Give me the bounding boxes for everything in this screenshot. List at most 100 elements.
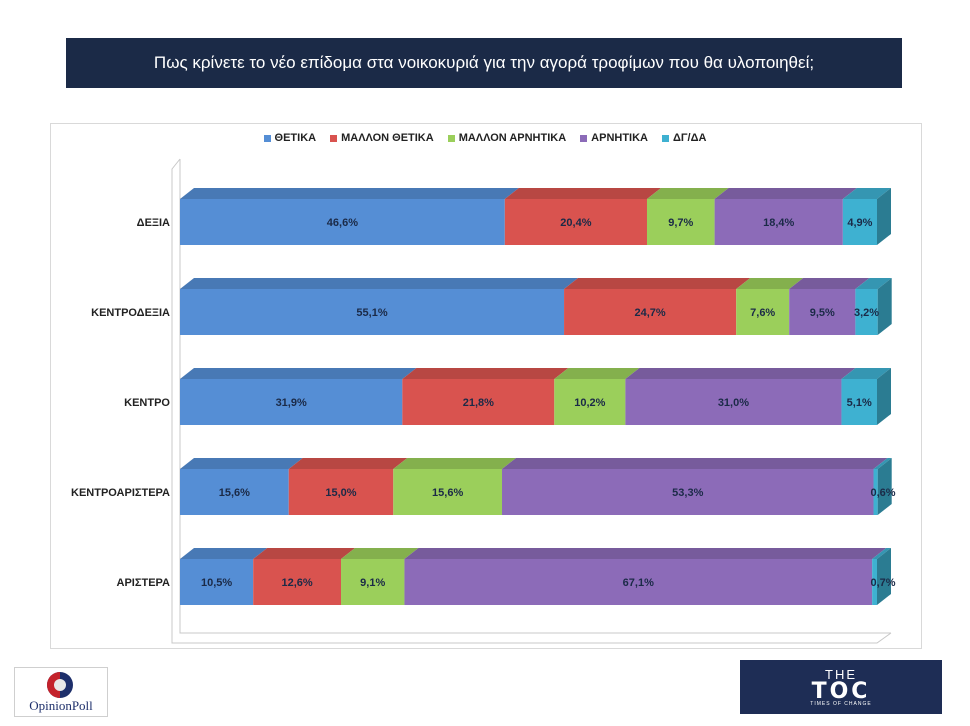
bar-segment [341, 559, 405, 605]
category-label: ΚΕΝΤΡΟ [124, 397, 170, 409]
bar-top [180, 278, 579, 289]
bar-top [288, 458, 408, 469]
bar-top [872, 548, 891, 559]
bar-side [877, 188, 891, 245]
thetoc-logo-main: TOC [811, 679, 871, 704]
bar-side [877, 548, 891, 605]
bar-side [877, 458, 892, 515]
legend: ΘΕΤΙΚΑ ΜΑΛΛΟΝ ΘΕΤΙΚΑ ΜΑΛΛΟΝ ΑΡΝΗΤΙΚΑ ΑΡΝΗΤΙ… [0, 130, 970, 146]
bar-top [180, 188, 519, 199]
legend-label: ΜΑΛΛΟΝ ΑΡΝΗΤΙΚΑ [458, 132, 567, 144]
bar-segment [873, 469, 878, 515]
data-label: 9,7% [668, 217, 693, 229]
legend-label: ΘΕΤΙΚΑ [274, 132, 317, 144]
legend-item: ΔΓ/ΔΑ [662, 130, 706, 146]
bar-segment [855, 289, 878, 335]
legend-item: ΜΑΛΛΟΝ ΑΡΝΗΤΙΚΑ [447, 130, 567, 146]
data-label: 9,5% [810, 307, 835, 319]
category-label: ΑΡΙΣΤΕΡΑ [117, 577, 171, 589]
legend-swatch [330, 134, 338, 142]
bar-top [789, 278, 870, 289]
data-label: 12,6% [281, 577, 312, 589]
bar-segment [402, 379, 555, 425]
data-label: 31,9% [276, 397, 307, 409]
bar-top [404, 548, 887, 559]
bar-top [504, 188, 661, 199]
bar-segment [504, 199, 647, 245]
data-label: 10,5% [201, 577, 232, 589]
data-label: 7,6% [750, 307, 775, 319]
bar-segment [841, 379, 877, 425]
legend-label: ΔΓ/ΔΑ [673, 132, 707, 144]
category-label: ΚΕΝΤΡΟΔΕΞΙΑ [91, 307, 170, 319]
data-label: 15,6% [219, 487, 250, 499]
data-label: 31,0% [718, 397, 749, 409]
legend-swatch [580, 134, 588, 142]
legend-item: ΑΡΝΗΤΙΚΑ [580, 130, 648, 146]
bar-top [180, 368, 417, 379]
data-label: 67,1% [623, 577, 654, 589]
bar-top [842, 188, 891, 199]
bar-top [855, 278, 892, 289]
bar-top [502, 458, 888, 469]
bar-top [393, 458, 517, 469]
bar-side [877, 368, 891, 425]
data-label: 9,1% [360, 577, 385, 589]
data-label: 5,1% [847, 397, 872, 409]
bar-top [253, 548, 356, 559]
legend-item: ΜΑΛΛΟΝ ΘΕΤΙΚΑ [330, 130, 434, 146]
data-label: 20,4% [560, 217, 591, 229]
bar-segment [564, 289, 737, 335]
data-label: 21,8% [463, 397, 494, 409]
bar-top [625, 368, 856, 379]
data-label: 4,9% [847, 217, 872, 229]
opinionpoll-logo: OpinionPoll [14, 667, 108, 717]
thetoc-logo-the: THE [825, 667, 857, 682]
data-label: 24,7% [635, 307, 666, 319]
bar-segment [180, 559, 254, 605]
bar-segment [872, 559, 877, 605]
bar-top [402, 368, 569, 379]
data-label: 18,4% [763, 217, 794, 229]
bar-side [877, 278, 892, 335]
legend-label: ΑΡΝΗΤΙΚΑ [591, 132, 649, 144]
bar-top [554, 368, 640, 379]
bar-segment [646, 199, 715, 245]
bar-top [841, 368, 891, 379]
category-label: ΚΕΝΤΡΟΑΡΙΣΤΕΡΑ [71, 487, 170, 499]
data-label: 0,6% [870, 487, 895, 499]
bar-segment [714, 199, 843, 245]
bar-segment [180, 199, 505, 245]
bar-segment [842, 199, 877, 245]
data-label: 46,6% [327, 217, 358, 229]
bar-segment [404, 559, 873, 605]
thetoc-logo: THE TOC TIMES OF CHANGE [740, 660, 942, 714]
bar-segment [180, 469, 289, 515]
legend-swatch [447, 134, 455, 142]
legend-swatch [263, 134, 271, 142]
bar-segment [502, 469, 874, 515]
data-label: 3,2% [854, 307, 879, 319]
bar-top [341, 548, 419, 559]
bar-segment [253, 559, 342, 605]
opinionpoll-logo-text: OpinionPoll [29, 698, 93, 713]
data-label: 55,1% [356, 307, 387, 319]
bar-segment [180, 289, 565, 335]
data-label: 15,0% [325, 487, 356, 499]
bar-top [180, 548, 268, 559]
category-label: ΔΕΞΙΑ [137, 217, 170, 229]
data-label: 15,6% [432, 487, 463, 499]
bar-top [564, 278, 751, 289]
bar-top [180, 458, 303, 469]
data-label: 53,3% [672, 487, 703, 499]
bar-segment [789, 289, 856, 335]
bar-top [873, 458, 892, 469]
data-label: 0,7% [870, 577, 895, 589]
bar-segment [625, 379, 842, 425]
bar-top [646, 188, 729, 199]
legend-item: ΘΕΤΙΚΑ [263, 130, 317, 146]
bar-segment [393, 469, 503, 515]
legend-label: ΜΑΛΛΟΝ ΘΕΤΙΚΑ [341, 132, 434, 144]
plot-wall [171, 158, 892, 644]
